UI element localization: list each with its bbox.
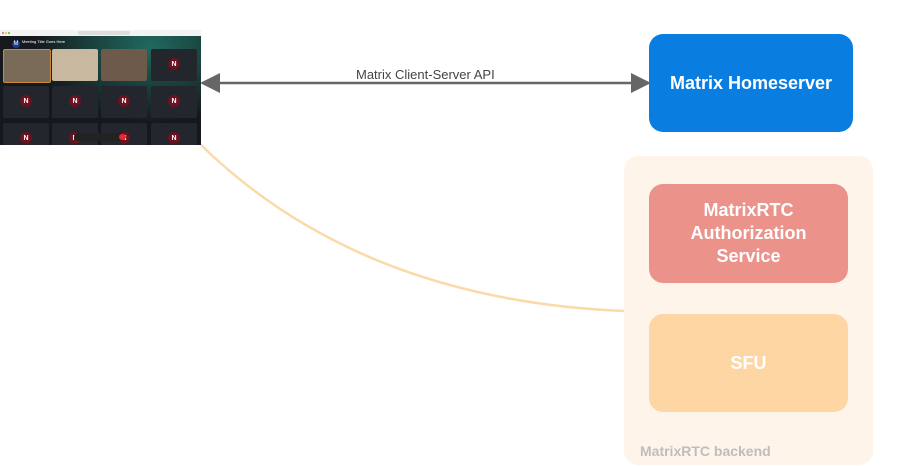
matrix-homeserver-label: Matrix Homeserver	[669, 72, 833, 93]
browser-toolbar	[0, 30, 201, 36]
element-call-screenshot: M Meeting Title Goes Here N N N N N N N …	[0, 30, 201, 145]
client-server-api-label: Matrix Client-Server API	[356, 67, 495, 82]
hangup-button	[119, 134, 126, 140]
call-controls	[74, 133, 124, 141]
avatar: M	[12, 40, 20, 48]
sfu-node: SFU	[649, 314, 848, 412]
matrix-homeserver-node: Matrix Homeserver	[649, 34, 853, 132]
client-backend-connector	[200, 144, 625, 313]
authorization-service-node: MatrixRTC Authorization Service	[649, 184, 848, 283]
matrixrtc-backend-label: MatrixRTC backend	[640, 443, 771, 459]
meeting-title: Meeting Title Goes Here	[22, 39, 66, 44]
sfu-label: SFU	[730, 352, 767, 373]
